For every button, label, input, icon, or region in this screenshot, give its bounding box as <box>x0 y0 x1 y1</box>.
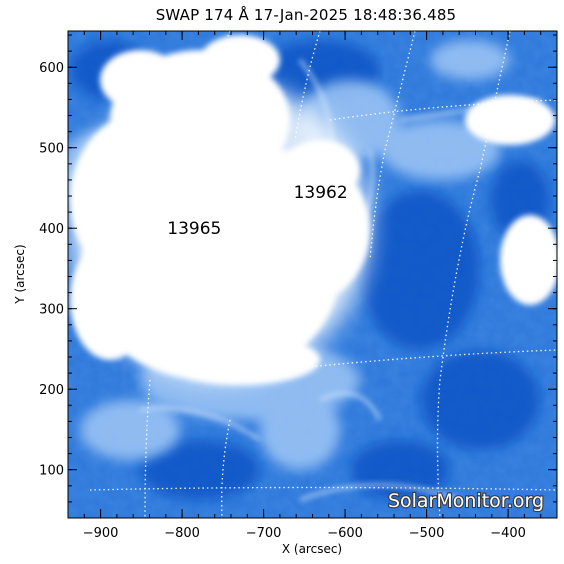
y-axis-ticks: 100 200 300 400 500 600 <box>39 61 557 479</box>
euv-image <box>68 31 557 518</box>
y-axis-label: Y (arcsec) <box>13 244 27 304</box>
x-tick-label: −400 <box>490 526 526 541</box>
active-region-labels: 13965 13962 <box>166 181 349 240</box>
y-tick-label: 100 <box>39 464 64 479</box>
active-region-label: 13962 <box>294 183 348 203</box>
plot-title: SWAP 174 Å 17-Jan-2025 18:48:36.485 <box>155 6 457 24</box>
x-tick-label: −800 <box>164 526 200 541</box>
x-axis-ticks: −900 −800 −700 −600 −500 −400 <box>83 31 526 541</box>
x-tick-label: −600 <box>327 526 363 541</box>
y-tick-label: 600 <box>39 61 64 76</box>
solarmonitor-watermark: SolarMonitor.org <box>388 490 544 512</box>
x-tick-label: −900 <box>83 526 119 541</box>
y-tick-label: 500 <box>39 142 64 157</box>
x-axis-label: X (arcsec) <box>282 542 342 556</box>
heliographic-grid <box>89 31 557 518</box>
y-tick-label: 300 <box>39 303 64 318</box>
active-region-label: 13965 <box>167 219 221 239</box>
y-tick-label: 200 <box>39 383 64 398</box>
x-tick-label: −700 <box>246 526 282 541</box>
y-tick-label: 400 <box>39 222 64 237</box>
x-tick-label: −500 <box>409 526 445 541</box>
